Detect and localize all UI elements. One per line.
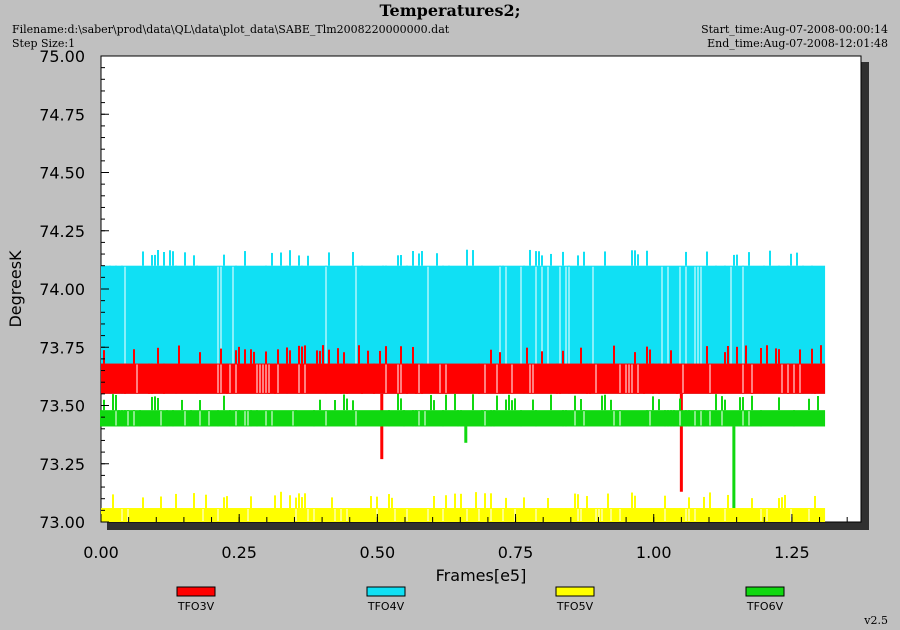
series-tfo5v [101,491,826,522]
y-tick-label: 74.50 [39,164,85,183]
legend-label-tfo4v: TFO4V [367,600,405,613]
end-time-label: End_time:Aug-07-2008-12:01:48 [707,37,888,50]
filename-label: Filename:d:\saber\prod\data\QL\data\plot… [12,23,450,36]
x-tick-label: 1.25 [774,543,810,562]
legend-label-tfo6v: TFO6V [746,600,784,613]
legend-swatch-tfo6v [745,586,785,597]
y-tick-label: 73.75 [39,338,85,357]
x-tick-label: 1.00 [636,543,672,562]
series-band-tfo6v [101,410,826,427]
y-tick-label: 74.00 [39,280,85,299]
series-tfo6v [100,393,826,522]
legend-label-tfo5v: TFO5V [556,600,594,613]
legend-swatch-tfo5v [555,586,595,597]
chart-title: Temperatures2; [379,1,521,20]
y-tick-label: 73.25 [39,455,85,474]
y-tick-label: 75.00 [39,47,85,66]
series-layer [100,249,826,522]
y-axis-title: DegreesK [6,250,25,328]
y-tick-label: 74.75 [39,105,85,124]
start-time-label: Start_time:Aug-07-2008-00:00:14 [701,23,888,36]
y-tick-label: 73.00 [39,513,85,532]
axis-layer: 73.00 73.25 73.50 73.75 74.00 74.25 74.50 74.75… [39,47,848,562]
series-tfo3v [101,345,826,492]
legend: TFO3V TFO4V TFO5V TFO6V [176,586,785,613]
x-tick-label: 0.25 [221,543,257,562]
series-band-tfo5v [101,508,826,522]
series-band-tfo3v [101,363,826,394]
legend-swatch-tfo4v [366,586,406,597]
x-tick-label: 0.00 [83,543,119,562]
x-tick-label: 0.50 [360,543,396,562]
step-size-label: Step Size:1 [12,37,76,50]
y-tick-label: 74.25 [39,222,85,241]
legend-swatch-tfo3v [176,586,216,597]
x-axis-title: Frames[e5] [436,566,527,585]
y-tick-label: 73.50 [39,397,85,416]
legend-label-tfo3v: TFO3V [177,600,215,613]
x-tick-label: 0.75 [498,543,534,562]
version-label: v2.5 [864,614,888,627]
